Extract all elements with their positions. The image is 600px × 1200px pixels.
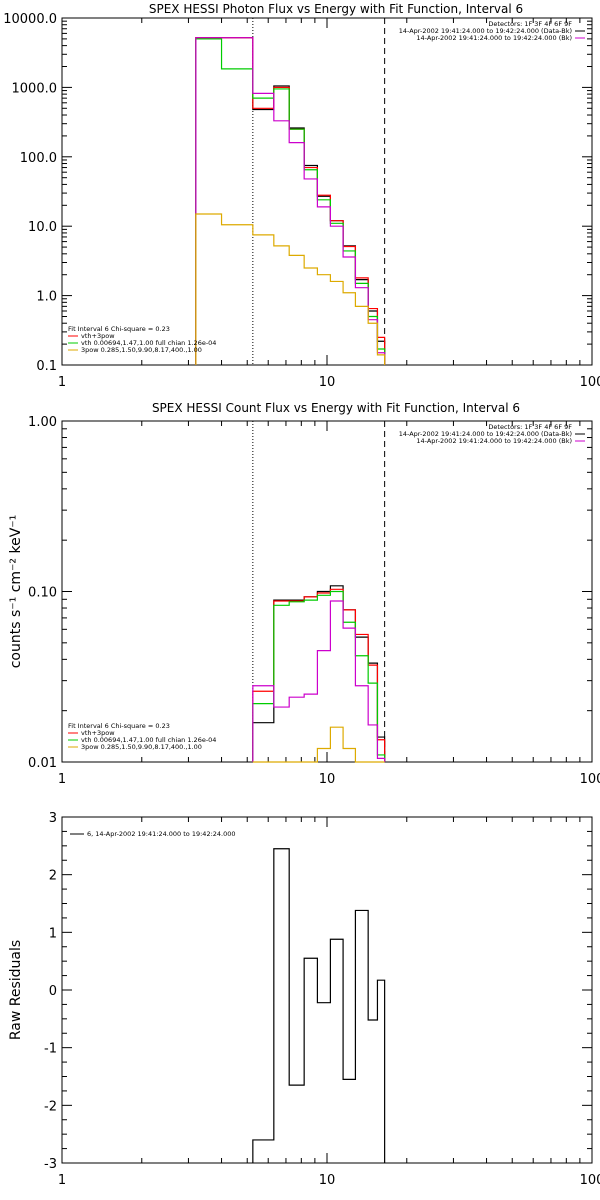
y-tick-label: 1000.0 [12, 81, 58, 96]
header-text: 14-Apr-2002 19:41:24.000 to 19:42:24.000… [416, 437, 572, 445]
legend-text: 3pow 0.285,1.50,9.90,8.17,400.,1.00 [81, 743, 202, 751]
header-text: Detectors: 1F 3F 4F 6F 9F [488, 20, 572, 28]
y-tick-label: 1.00 [28, 415, 57, 430]
legend-text: vth+3pow [81, 332, 115, 340]
x-tick-label: 100 [580, 1173, 600, 1188]
legend-text: vth+3pow [81, 729, 115, 737]
y-tick-label: 100.0 [20, 151, 57, 166]
y-tick-label: 3 [49, 811, 57, 826]
y-axis-label: Raw Residuals [8, 940, 24, 1040]
count-flux-panel: SPEX HESSI Count Flux vs Energy with Fit… [8, 401, 600, 787]
y-tick-label: 1.0 [36, 290, 57, 305]
y-tick-label: 10000.0 [3, 12, 57, 27]
legend-text: 6, 14-Apr-2002 19:41:24.000 to 19:42:24.… [87, 830, 236, 838]
legend-text: Fit Interval 6 Chi-square = 0.23 [68, 325, 170, 333]
header-text: 14-Apr-2002 19:41:24.000 to 19:42:24.000… [399, 430, 572, 438]
y-tick-label: 0.01 [28, 756, 57, 771]
x-tick-label: 1 [58, 375, 66, 390]
legend-text: 3pow 0.285,1.50,9.90,8.17,400.,1.00 [81, 346, 202, 354]
series-line-2 [195, 38, 386, 365]
x-tick-label: 1 [58, 1173, 66, 1188]
y-tick-label: 1 [49, 926, 57, 941]
header-text: 14-Apr-2002 19:41:24.000 to 19:42:24.000… [399, 27, 572, 35]
y-tick-label: 10.0 [28, 220, 57, 235]
photon-flux-panel: SPEX HESSI Photon Flux vs Energy with Fi… [3, 2, 600, 390]
x-tick-label: 10 [319, 1173, 336, 1188]
series-line-3 [195, 37, 386, 365]
series-line-2 [252, 590, 386, 762]
legend-text: vth 0.00694,1.47,1.00 full chian 1.26e-0… [81, 339, 216, 347]
series-line-1 [195, 37, 386, 365]
x-tick-label: 10 [319, 772, 336, 787]
header-text: 14-Apr-2002 19:41:24.000 to 19:42:24.000… [416, 34, 572, 42]
series-line-1 [252, 588, 386, 762]
y-tick-label: -3 [44, 1157, 57, 1172]
header-text: Detectors: 1F 3F 4F 6F 9F [488, 423, 572, 431]
series-line-4 [252, 726, 385, 763]
count-flux-title: SPEX HESSI Count Flux vs Energy with Fit… [152, 401, 520, 415]
y-tick-label: 0.10 [28, 586, 57, 601]
legend-text: Fit Interval 6 Chi-square = 0.23 [68, 722, 170, 730]
y-axis-label: counts s⁻¹ cm⁻² keV⁻¹ [8, 515, 24, 669]
y-tick-label: 0 [49, 984, 57, 999]
y-tick-label: 0.1 [36, 359, 57, 374]
photon-flux-title: SPEX HESSI Photon Flux vs Energy with Fi… [149, 2, 523, 16]
x-tick-label: 1 [58, 772, 66, 787]
series-line-0 [252, 585, 386, 762]
legend-text: vth 0.00694,1.47,1.00 full chian 1.26e-0… [81, 736, 216, 744]
residuals-panel: 1 10 100 -3 -2 -1 0 1 2 3 Raw Residuals 6, 14-Apr-2… [8, 811, 600, 1188]
plot-frame [61, 816, 593, 1164]
series-line-0 [252, 848, 386, 1163]
series-line-4 [195, 213, 386, 365]
x-tick-label: 100 [580, 772, 600, 787]
series-line-0 [195, 37, 386, 365]
y-tick-label: -1 [44, 1042, 57, 1057]
plot-frame [61, 17, 593, 366]
x-tick-label: 100 [580, 375, 600, 390]
x-tick-label: 10 [319, 375, 336, 390]
y-tick-label: -2 [44, 1099, 57, 1114]
y-tick-label: 2 [49, 869, 57, 884]
series-line-3 [252, 600, 386, 762]
